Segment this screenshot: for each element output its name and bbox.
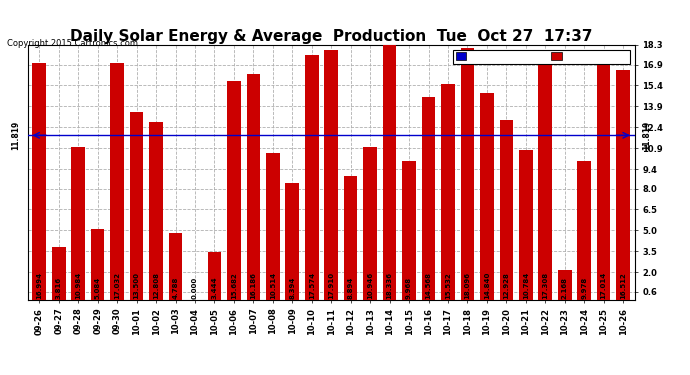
Text: 17.014: 17.014: [601, 272, 607, 299]
Text: 10.784: 10.784: [523, 272, 529, 299]
Bar: [364, 147, 377, 300]
Bar: [130, 112, 144, 300]
Bar: [208, 252, 221, 300]
Bar: [402, 161, 416, 300]
Bar: [52, 247, 66, 300]
Text: 17.574: 17.574: [308, 272, 315, 299]
Bar: [324, 50, 338, 300]
Bar: [227, 81, 241, 300]
Text: 12.808: 12.808: [153, 272, 159, 299]
Text: 16.186: 16.186: [250, 272, 257, 299]
Text: 10.946: 10.946: [367, 272, 373, 299]
Bar: [578, 161, 591, 300]
Text: 8.894: 8.894: [348, 276, 354, 299]
Bar: [538, 59, 552, 300]
Text: 17.308: 17.308: [542, 272, 549, 299]
Bar: [168, 233, 182, 300]
Bar: [383, 45, 396, 300]
Bar: [32, 63, 46, 300]
Text: Copyright 2015 Cartronics.com: Copyright 2015 Cartronics.com: [7, 39, 138, 48]
Text: 15.682: 15.682: [231, 272, 237, 299]
Bar: [461, 48, 474, 300]
Bar: [519, 150, 533, 300]
Bar: [71, 147, 85, 300]
Bar: [422, 97, 435, 300]
Text: 16.994: 16.994: [37, 272, 42, 299]
Bar: [266, 153, 279, 300]
Legend: Average  (kWh), Daily  (kWh): Average (kWh), Daily (kWh): [453, 50, 630, 64]
Text: 2.168: 2.168: [562, 277, 568, 299]
Text: 11.819: 11.819: [12, 121, 21, 150]
Text: 9.978: 9.978: [581, 277, 587, 299]
Text: 4.788: 4.788: [172, 276, 179, 299]
Text: 17.032: 17.032: [114, 272, 120, 299]
Text: 14.568: 14.568: [426, 272, 431, 299]
Bar: [305, 55, 319, 300]
Bar: [286, 183, 299, 300]
Bar: [246, 75, 260, 300]
Text: 16.512: 16.512: [620, 272, 626, 299]
Text: 14.840: 14.840: [484, 272, 490, 299]
Bar: [91, 229, 104, 300]
Text: 0.000: 0.000: [192, 277, 198, 299]
Text: 11.819: 11.819: [642, 121, 651, 150]
Bar: [480, 93, 494, 300]
Text: 17.910: 17.910: [328, 272, 334, 299]
Bar: [344, 176, 357, 300]
Text: 18.096: 18.096: [464, 272, 471, 299]
Text: 3.444: 3.444: [211, 276, 217, 299]
Bar: [558, 270, 571, 300]
Text: 18.336: 18.336: [386, 272, 393, 299]
Text: 12.928: 12.928: [503, 272, 509, 299]
Bar: [110, 63, 124, 300]
Bar: [616, 70, 630, 300]
Text: 5.084: 5.084: [95, 277, 101, 299]
Bar: [597, 63, 611, 300]
Text: 10.514: 10.514: [270, 272, 276, 299]
Text: 15.532: 15.532: [445, 272, 451, 299]
Bar: [500, 120, 513, 300]
Text: 13.500: 13.500: [134, 272, 139, 299]
Text: 10.984: 10.984: [75, 272, 81, 299]
Text: 9.968: 9.968: [406, 277, 412, 299]
Bar: [149, 122, 163, 300]
Bar: [441, 84, 455, 300]
Text: 3.816: 3.816: [56, 277, 61, 299]
Text: 8.394: 8.394: [289, 276, 295, 299]
Title: Daily Solar Energy & Average  Production  Tue  Oct 27  17:37: Daily Solar Energy & Average Production …: [70, 29, 593, 44]
